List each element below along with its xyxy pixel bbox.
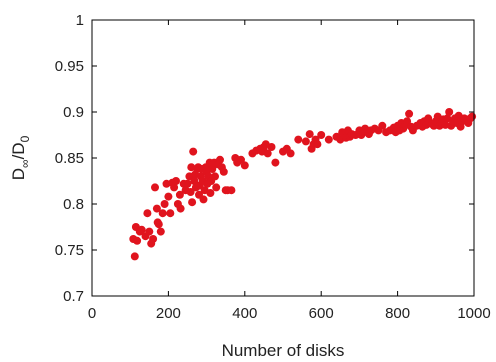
y-tick-label: 0.9 bbox=[63, 104, 84, 121]
data-point bbox=[166, 209, 175, 218]
x-tick-label: 200 bbox=[156, 305, 181, 322]
x-tick-label: 800 bbox=[385, 305, 410, 322]
data-point bbox=[263, 149, 272, 158]
axis-ticks bbox=[91, 19, 475, 297]
data-point bbox=[324, 135, 333, 144]
data-point bbox=[294, 135, 303, 144]
data-point bbox=[378, 121, 387, 130]
data-point bbox=[160, 200, 169, 208]
data-point bbox=[152, 204, 161, 213]
data-point bbox=[301, 137, 310, 146]
data-point bbox=[137, 225, 146, 234]
data-point bbox=[208, 165, 217, 173]
data-point bbox=[405, 109, 414, 118]
data-point bbox=[143, 209, 152, 218]
data-point bbox=[156, 227, 165, 236]
data-point bbox=[158, 209, 167, 218]
data-point bbox=[183, 179, 192, 188]
data-point bbox=[175, 190, 184, 199]
data-point bbox=[133, 236, 142, 245]
data-point bbox=[267, 143, 276, 151]
y-axis-label-zero: 0 bbox=[18, 135, 32, 142]
data-point bbox=[176, 204, 185, 213]
data-point bbox=[145, 227, 154, 236]
y-tick-label: 0.85 bbox=[55, 150, 84, 167]
data-point bbox=[164, 192, 173, 201]
data-point bbox=[211, 172, 219, 181]
data-point bbox=[130, 252, 139, 261]
data-point bbox=[240, 161, 249, 170]
y-tick-label: 0.75 bbox=[55, 242, 84, 259]
data-point bbox=[206, 189, 215, 197]
data-point bbox=[305, 130, 314, 139]
data-point bbox=[199, 195, 208, 204]
data-point bbox=[317, 131, 326, 139]
data-point bbox=[151, 183, 159, 192]
data-point bbox=[468, 112, 477, 121]
y-axis-label-slash: /D bbox=[9, 142, 28, 159]
data-point bbox=[172, 177, 180, 185]
y-tick-label: 0.8 bbox=[63, 196, 84, 213]
data-point bbox=[190, 177, 199, 185]
data-point bbox=[212, 183, 221, 192]
data-point bbox=[219, 167, 228, 176]
y-axis-label: D∞/D0 bbox=[9, 135, 32, 180]
data-point bbox=[271, 158, 280, 167]
data-point bbox=[188, 198, 197, 207]
x-tick-label: 1000 bbox=[457, 305, 490, 322]
plot-frame bbox=[91, 19, 475, 297]
data-point bbox=[189, 147, 198, 156]
x-tick-label: 0 bbox=[88, 305, 96, 322]
data-point bbox=[237, 155, 245, 164]
y-tick-label: 0.95 bbox=[55, 58, 84, 75]
data-point bbox=[149, 235, 158, 243]
data-point bbox=[313, 140, 322, 149]
y-tick-labels: 0.7 0.75 0.8 0.85 0.9 0.95 1 bbox=[55, 12, 84, 305]
data-points bbox=[129, 108, 477, 261]
data-point bbox=[186, 188, 195, 196]
x-tick-label: 600 bbox=[309, 305, 334, 322]
data-point bbox=[154, 220, 163, 229]
data-point bbox=[216, 155, 224, 164]
y-axis-label-inf: ∞ bbox=[18, 159, 32, 168]
data-point bbox=[445, 108, 454, 116]
y-tick-label: 1 bbox=[76, 12, 84, 29]
x-axis-label: Number of disks bbox=[222, 341, 345, 360]
data-point bbox=[227, 186, 236, 195]
data-point bbox=[286, 149, 295, 158]
y-axis-label-d: D bbox=[9, 168, 28, 180]
y-tick-label: 0.7 bbox=[63, 288, 84, 305]
x-tick-label: 400 bbox=[232, 305, 257, 322]
x-tick-labels: 0 200 400 600 800 1000 bbox=[88, 305, 491, 322]
data-point bbox=[170, 183, 179, 192]
